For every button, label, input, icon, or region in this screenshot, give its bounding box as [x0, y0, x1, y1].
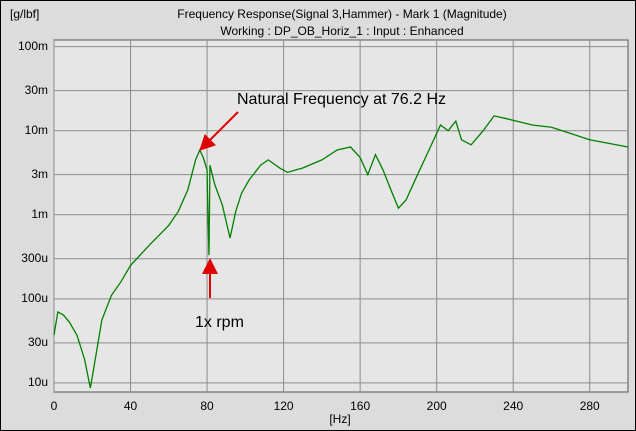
x-tick-label: 200 [427, 399, 447, 413]
y-tick-label: 10u [28, 375, 48, 389]
y-tick-label: 30u [28, 335, 48, 349]
plot-area [53, 39, 629, 393]
y-tick-label: 100m [18, 39, 48, 53]
x-tick-label: 120 [274, 399, 294, 413]
x-tick-label: 240 [503, 399, 523, 413]
chart-subtitle: Working : DP_OB_Horiz_1 : Input : Enhanc… [220, 24, 463, 38]
x-tick-label: 80 [200, 399, 214, 413]
annotation: Natural Frequency at 76.2 Hz [237, 91, 446, 108]
y-tick-label: 30m [25, 83, 48, 97]
chart-title: Frequency Response(Signal 3,Hammer) - Ma… [177, 7, 506, 21]
annotation: 1x rpm [195, 314, 244, 331]
x-axis-label: [Hz] [329, 412, 350, 426]
y-tick-label: 100u [21, 291, 48, 305]
y-tick-label: 300u [21, 251, 48, 265]
x-tick-label: 0 [51, 399, 58, 413]
annotation-arrow [199, 111, 239, 151]
x-tick-label: 280 [580, 399, 600, 413]
y-axis-label: [g/lbf] [10, 7, 39, 21]
x-tick-label: 160 [350, 399, 370, 413]
y-tick-label: 1m [31, 207, 48, 221]
x-tick-label: 40 [124, 399, 138, 413]
data-line [53, 115, 629, 389]
y-tick-label: 10m [25, 123, 48, 137]
y-tick-label: 3m [31, 167, 48, 181]
